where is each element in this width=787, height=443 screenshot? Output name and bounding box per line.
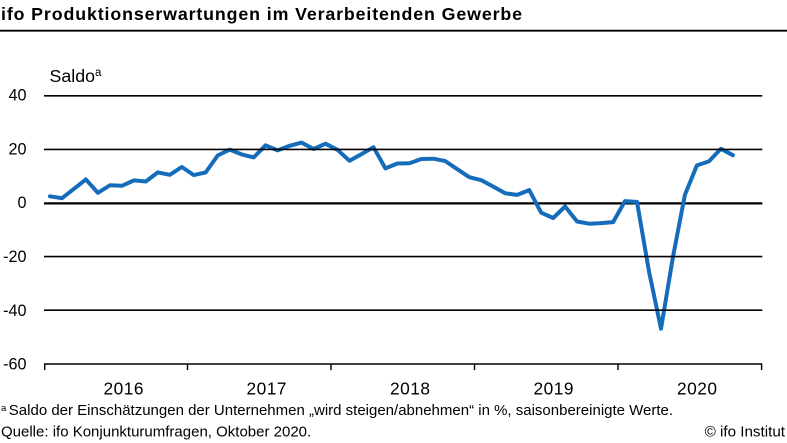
svg-text:2019: 2019 bbox=[534, 379, 574, 399]
svg-text:20: 20 bbox=[8, 141, 26, 159]
svg-text:© ifo Institut: © ifo Institut bbox=[705, 423, 786, 440]
svg-text:Quelle: ifo Konjunkturumfragen: Quelle: ifo Konjunkturumfragen, Oktober … bbox=[1, 423, 311, 440]
svg-text:2018: 2018 bbox=[390, 379, 430, 399]
svg-text:-60: -60 bbox=[3, 356, 26, 374]
svg-text:-40: -40 bbox=[3, 302, 26, 320]
svg-text:-20: -20 bbox=[3, 248, 26, 266]
svg-text:2020: 2020 bbox=[677, 379, 717, 399]
svg-text:2016: 2016 bbox=[104, 379, 144, 399]
svg-text:2017: 2017 bbox=[247, 379, 287, 399]
svg-text:ifo Produktionserwartungen im: ifo Produktionserwartungen im Verarbeite… bbox=[1, 4, 522, 24]
svg-text:40: 40 bbox=[8, 87, 26, 105]
svg-text:0: 0 bbox=[17, 194, 26, 212]
svg-text:Saldoa: Saldoa bbox=[50, 66, 102, 86]
